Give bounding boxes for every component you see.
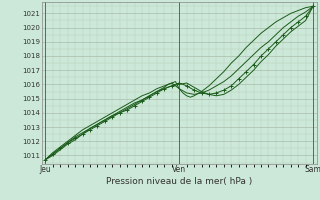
X-axis label: Pression niveau de la mer( hPa ): Pression niveau de la mer( hPa ) [106,177,252,186]
